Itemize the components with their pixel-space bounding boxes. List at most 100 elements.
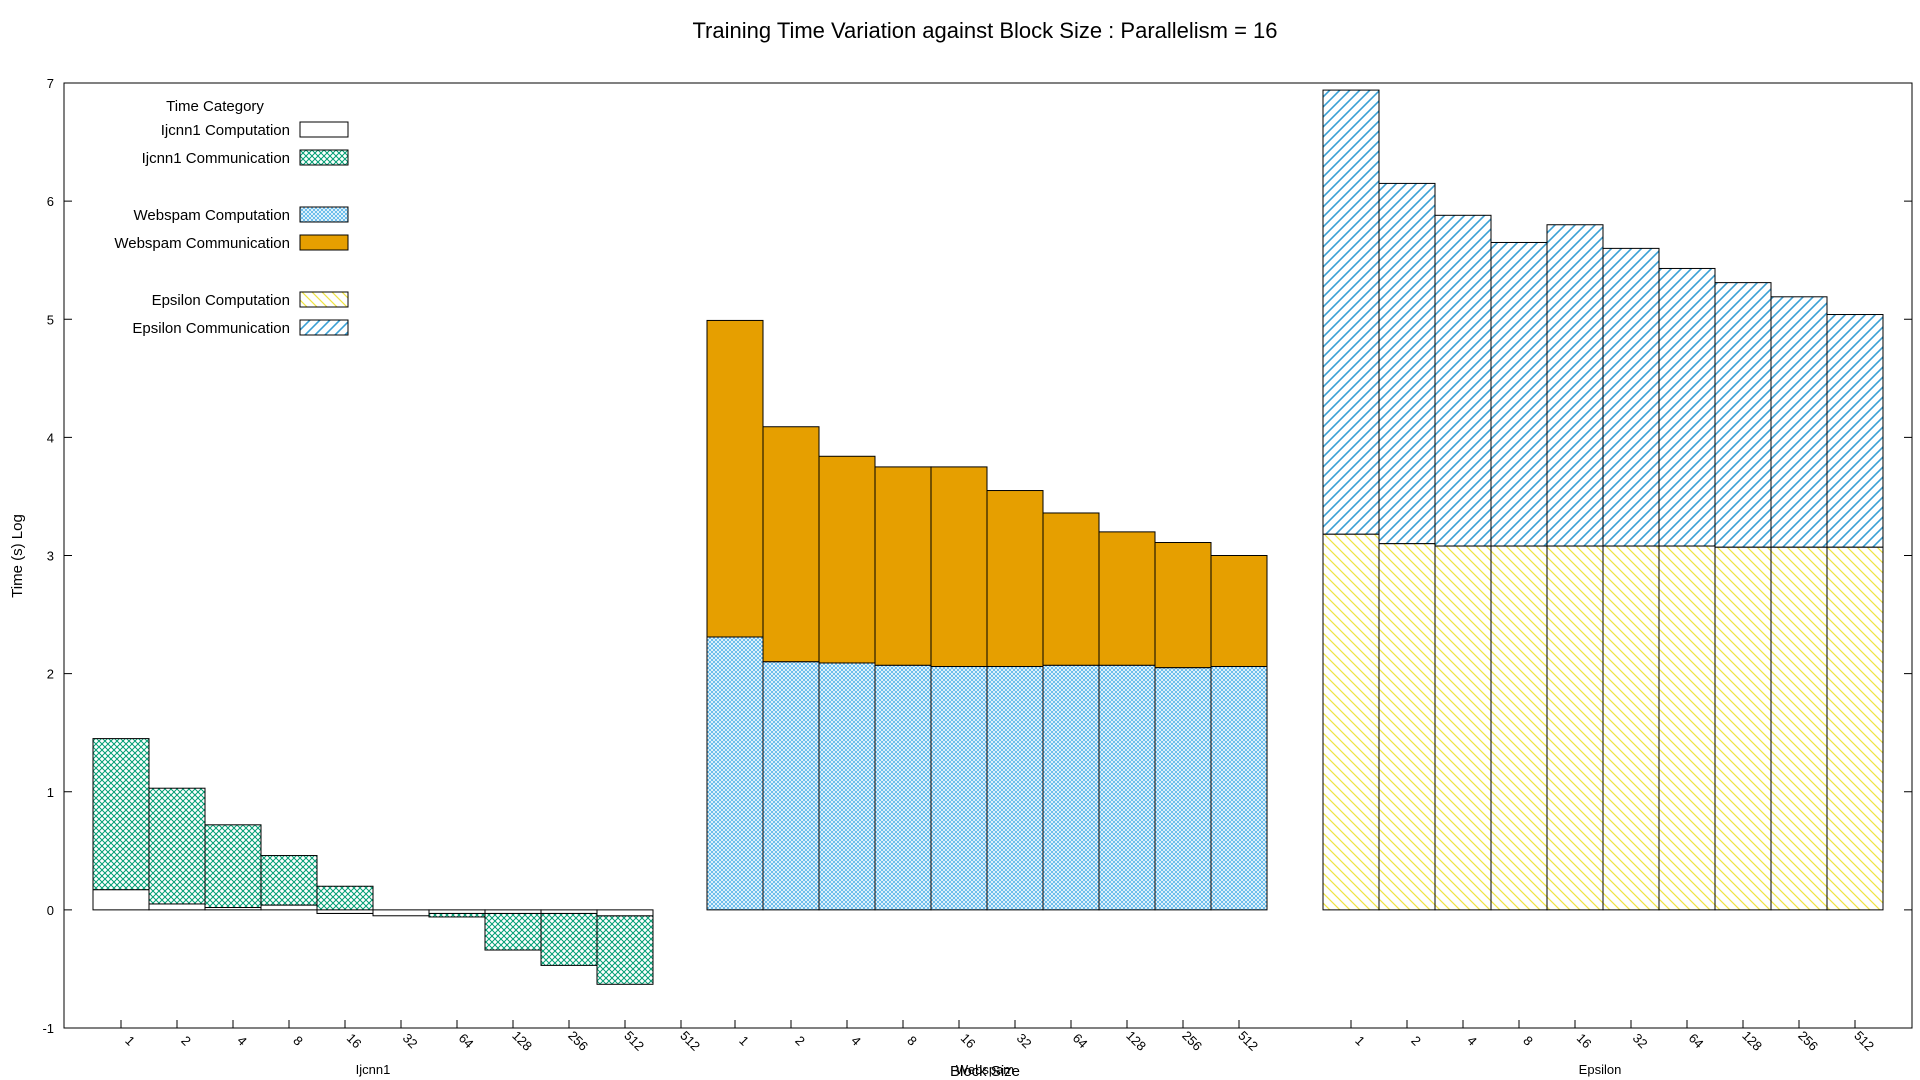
x-tick-label: 16 [1574, 1030, 1595, 1051]
bar-communication [706, 319, 764, 638]
bar-computation [1042, 664, 1100, 911]
bar-computation [1714, 546, 1772, 911]
bar-communication [1770, 296, 1828, 548]
legend: Time Category Ijcnn1 Computation Ijcnn1 C… [114, 98, 349, 337]
chart-title: Training Time Variation against Block Si… [692, 18, 1277, 43]
bar-communication [1154, 542, 1212, 669]
bar-computation [372, 909, 430, 917]
x-tick-label: 256 [1795, 1028, 1821, 1054]
bar-communication [1434, 214, 1492, 547]
bar-computation [1434, 545, 1492, 911]
x-tick-label: 256 [565, 1028, 591, 1054]
bar-computation [204, 907, 262, 911]
x-tick-label: 32 [400, 1030, 421, 1051]
bar-communication [92, 738, 150, 891]
bar-communication [428, 912, 486, 918]
bar-computation [596, 909, 654, 917]
bar-communication [1714, 282, 1772, 548]
x-tick-label: 32 [1630, 1030, 1651, 1051]
group-label: Epsilon [1579, 1062, 1622, 1077]
x-tick-label: 512 [621, 1028, 647, 1054]
x-tick-label: 16 [958, 1030, 979, 1051]
group-label: Ijcnn1 [356, 1062, 391, 1077]
bar-communication [762, 426, 820, 663]
bar-computation [1826, 546, 1884, 911]
bar-communication [818, 455, 876, 664]
x-tick-label: 32 [1014, 1030, 1035, 1051]
x-tick-label: 2 [178, 1033, 194, 1049]
bar-communication [1490, 241, 1548, 547]
legend-label: Epsilon Computation [152, 292, 290, 309]
x-tick-label: 128 [1739, 1028, 1765, 1054]
x-tick-label: 128 [1123, 1028, 1149, 1054]
bar-communication [1098, 531, 1156, 666]
y-tick-label: 2 [47, 667, 54, 682]
bar-communication [1042, 512, 1100, 666]
bar-computation [1378, 543, 1436, 911]
bar-computation [148, 903, 206, 911]
bar-communication [986, 490, 1044, 668]
legend-swatch [299, 319, 349, 336]
y-tick-label: -1 [42, 1021, 54, 1036]
legend-title: Time Category [166, 98, 264, 115]
x-tick-label: 8 [904, 1033, 920, 1049]
x-tick-label: 512 [677, 1028, 703, 1054]
bar-communication [1322, 89, 1380, 535]
bar-group-webspam [706, 319, 1268, 911]
y-tick-label: 1 [47, 785, 54, 800]
bar-communication [316, 885, 374, 914]
x-tick-label: 4 [848, 1033, 864, 1049]
bar-computation [1546, 545, 1604, 911]
bar-communication [260, 855, 318, 906]
x-tick-label: 256 [1179, 1028, 1205, 1054]
legend-label: Ijcnn1 Computation [161, 122, 290, 139]
x-tick-label: 512 [1851, 1028, 1877, 1054]
group-label: Webspam [956, 1062, 1014, 1077]
bar-communication [1658, 267, 1716, 547]
x-tick-label: 1 [122, 1033, 138, 1049]
legend-swatch [299, 291, 349, 308]
legend-label: Epsilon Communication [132, 320, 290, 337]
y-tick-label: 4 [47, 430, 54, 445]
legend-label: Webspam Communication [114, 235, 290, 252]
bar-computation [1490, 545, 1548, 911]
legend-swatch [299, 206, 349, 223]
bar-communication [1602, 247, 1660, 547]
bar-communication [596, 915, 654, 985]
legend-swatch [299, 234, 349, 251]
x-tick-label: 8 [290, 1033, 306, 1049]
y-tick-label: 7 [47, 76, 54, 91]
legend-label: Ijcnn1 Communication [142, 150, 290, 167]
x-axis-label: Block Size [950, 1063, 1020, 1080]
bar-computation [818, 662, 876, 911]
bar-communication [540, 912, 598, 966]
x-tick-label: 16 [344, 1030, 365, 1051]
y-tick-label: 5 [47, 312, 54, 327]
bar-computation [540, 909, 598, 914]
bar-computation [92, 889, 150, 911]
legend-swatch [299, 121, 349, 138]
bar-computation [1210, 666, 1268, 911]
bar-communication [1378, 182, 1436, 545]
y-tick-label: 0 [47, 903, 54, 918]
bar-computation [1098, 664, 1156, 911]
bar-computation [706, 636, 764, 911]
x-tick-label: 2 [792, 1033, 808, 1049]
bar-computation [260, 904, 318, 911]
x-tick-label: 64 [456, 1030, 477, 1051]
bar-group-ijcnn1 [92, 738, 654, 985]
legend-label: Webspam Computation [134, 207, 290, 224]
x-tick-label: 4 [1464, 1033, 1480, 1049]
bar-computation [316, 909, 374, 914]
bar-group-epsilon [1322, 89, 1884, 911]
x-tick-label: 1 [736, 1033, 752, 1049]
bar-computation [1658, 545, 1716, 911]
bar-computation [762, 661, 820, 911]
bar-communication [1546, 224, 1604, 547]
x-tick-label: 2 [1408, 1033, 1424, 1049]
x-tick-label: 512 [1235, 1028, 1261, 1054]
bar-communication [1826, 314, 1884, 548]
bar-computation [986, 666, 1044, 911]
